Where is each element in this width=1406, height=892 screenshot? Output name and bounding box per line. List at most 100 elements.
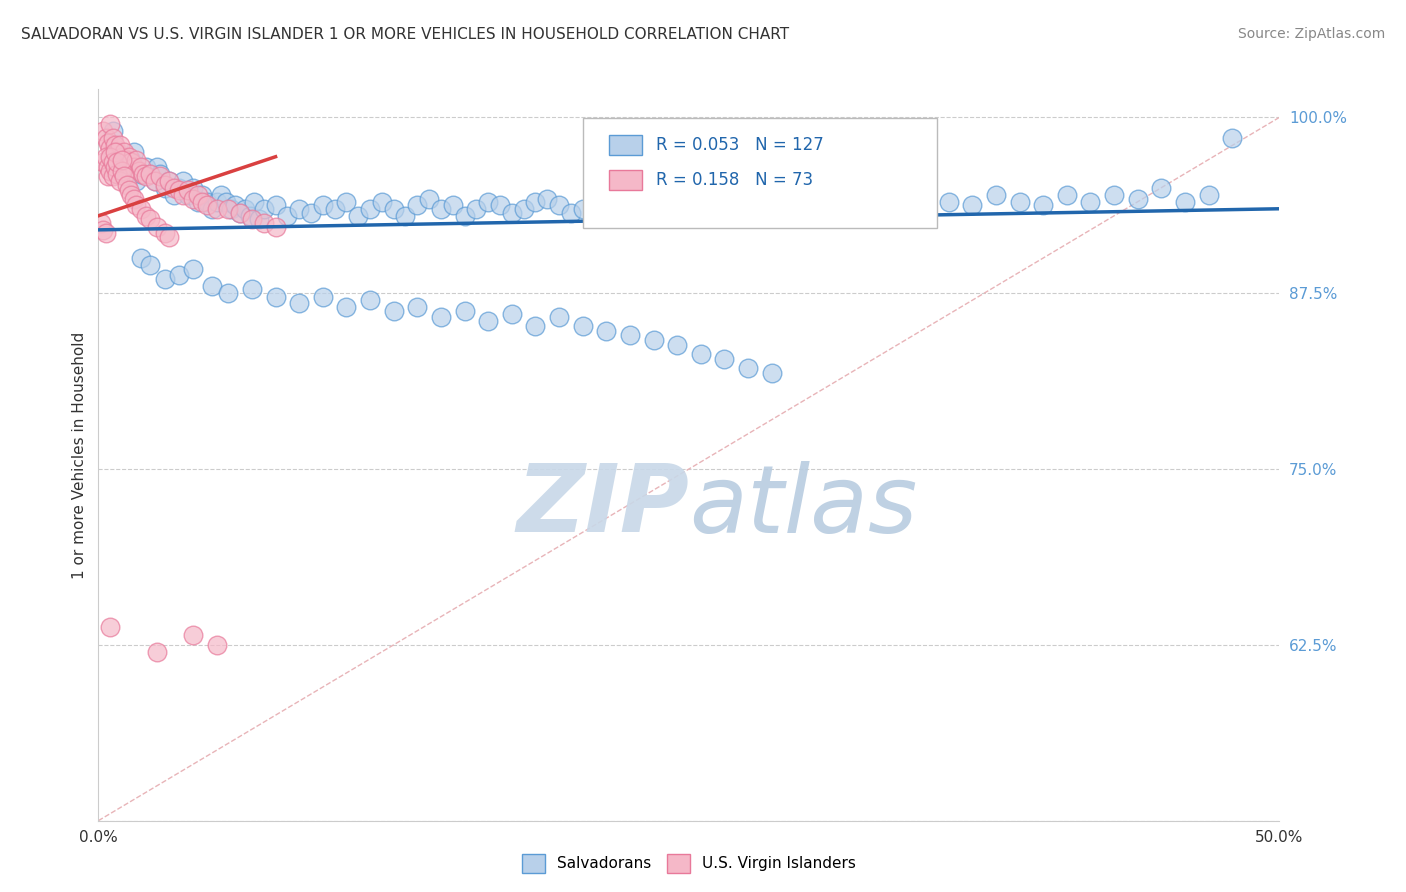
Point [666,338,689,352]
Point [524,194,547,209]
Point [844,187,866,202]
Point [761,367,783,381]
Point [129,202,152,216]
Point [108,138,131,153]
Point [101,155,124,169]
Point [654,202,676,216]
Point [312,197,335,211]
Point [177,184,200,198]
Point [111,153,134,167]
Point [299,206,322,220]
Point [146,645,169,659]
Point [94,226,117,240]
Point [129,251,152,265]
Point [101,145,124,160]
Point [101,169,124,184]
Point [571,318,593,333]
Point [1150,180,1173,194]
Point [94,131,117,145]
Point [167,184,190,198]
Point [323,202,346,216]
Point [501,206,523,220]
Point [406,300,429,314]
Point [125,153,148,167]
Point [548,310,571,324]
Point [430,202,453,216]
Point [1126,192,1149,206]
Point [453,209,475,223]
Point [115,153,138,167]
Point [560,206,582,220]
Point [1174,194,1197,209]
Text: ZIP: ZIP [516,460,689,552]
Point [167,268,190,282]
Point [149,169,172,184]
Point [135,160,157,174]
Point [382,202,405,216]
Point [163,180,186,194]
Point [105,155,128,169]
Point [97,169,120,184]
Point [94,150,117,164]
Point [643,333,665,347]
Legend: Salvadorans, U.S. Virgin Islanders: Salvadorans, U.S. Virgin Islanders [516,848,862,879]
Point [153,272,176,286]
Point [240,211,263,226]
Point [112,145,135,160]
Point [187,194,209,209]
Point [335,194,357,209]
Point [619,192,641,206]
Point [153,226,176,240]
Point [98,619,121,633]
Point [583,194,606,209]
Point [91,124,114,138]
Point [312,290,335,304]
Point [98,163,121,178]
Point [104,145,127,160]
Point [167,180,190,194]
Point [122,192,145,206]
Point [181,180,204,194]
Point [477,194,499,209]
Point [98,117,121,131]
Point [607,197,630,211]
Point [104,160,127,174]
Point [371,194,394,209]
Text: R = 0.053   N = 127: R = 0.053 N = 127 [655,136,824,153]
Point [153,178,176,192]
Point [1102,187,1125,202]
Point [215,194,238,209]
Point [146,220,169,235]
Point [115,160,138,174]
Point [163,187,186,202]
Point [335,300,357,314]
Point [702,202,724,216]
Point [129,167,152,181]
Point [172,174,194,188]
Point [209,187,232,202]
Point [595,324,617,338]
Point [172,187,194,202]
Point [115,178,138,192]
Point [149,167,172,181]
Point [90,216,112,230]
Point [890,192,912,206]
Point [125,197,148,211]
Point [187,187,209,202]
Point [725,197,748,211]
Y-axis label: 1 or more Vehicles in Household: 1 or more Vehicles in Household [72,331,87,579]
Point [205,202,228,216]
Point [139,258,162,272]
Point [101,124,124,138]
Point [1198,187,1220,202]
Point [1056,187,1078,202]
Point [796,197,818,211]
Point [157,230,180,244]
Point [122,145,145,160]
Point [143,174,166,188]
Point [713,192,735,206]
Point [139,167,162,181]
Point [288,202,311,216]
Point [984,187,1007,202]
Point [146,160,169,174]
